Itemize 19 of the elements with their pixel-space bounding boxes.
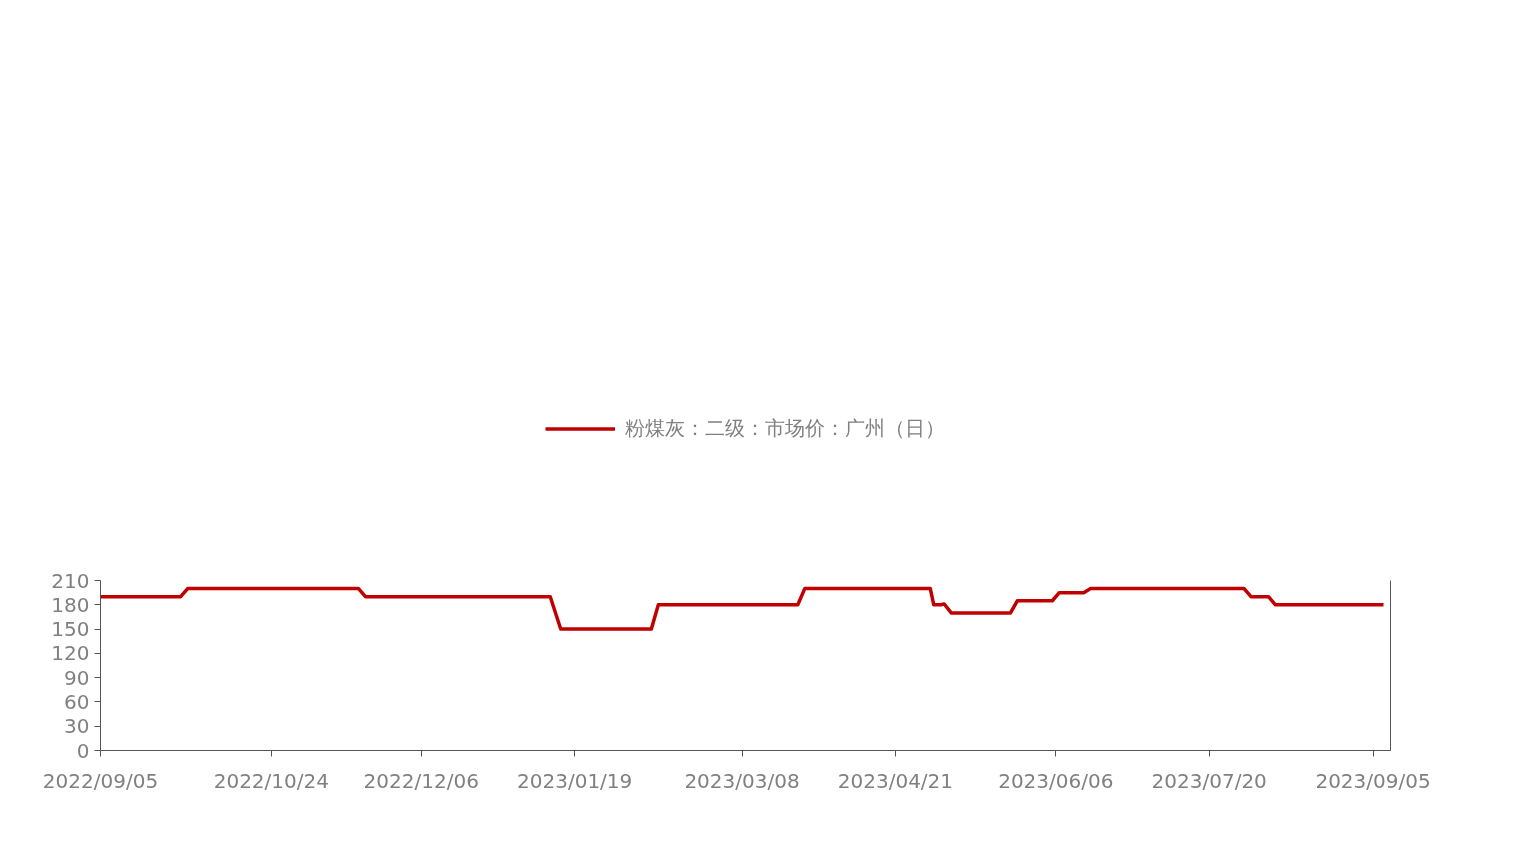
y-tick-label: 60 <box>64 689 90 714</box>
y-tick-label: 150 <box>51 617 90 642</box>
x-tick-label: 2023/03/08 <box>684 768 800 793</box>
y-tick-label: 120 <box>51 641 90 666</box>
y-tick-label: 180 <box>51 592 90 617</box>
x-tick-label: 2023/04/21 <box>837 768 954 793</box>
line-series <box>100 586 1386 631</box>
y-tick-label: 90 <box>64 665 90 690</box>
y-tick-label: 210 <box>51 568 90 593</box>
legend-label: 粉煤灰：二级：市场价：广州（日） <box>625 414 945 442</box>
x-tick-label: 2023/01/19 <box>517 768 633 793</box>
x-tick-label: 2023/06/06 <box>998 768 1114 793</box>
x-tick-label: 2022/12/06 <box>363 768 479 793</box>
x-tick-label: 2022/09/05 <box>42 768 159 793</box>
x-tick-label: 2023/09/05 <box>1315 768 1431 793</box>
y-tick-label: 30 <box>64 714 90 739</box>
x-tick-label: 2022/10/24 <box>213 768 329 793</box>
y-tick-label: 0 <box>76 738 90 763</box>
x-tick-label: 2023/07/20 <box>1151 768 1267 793</box>
